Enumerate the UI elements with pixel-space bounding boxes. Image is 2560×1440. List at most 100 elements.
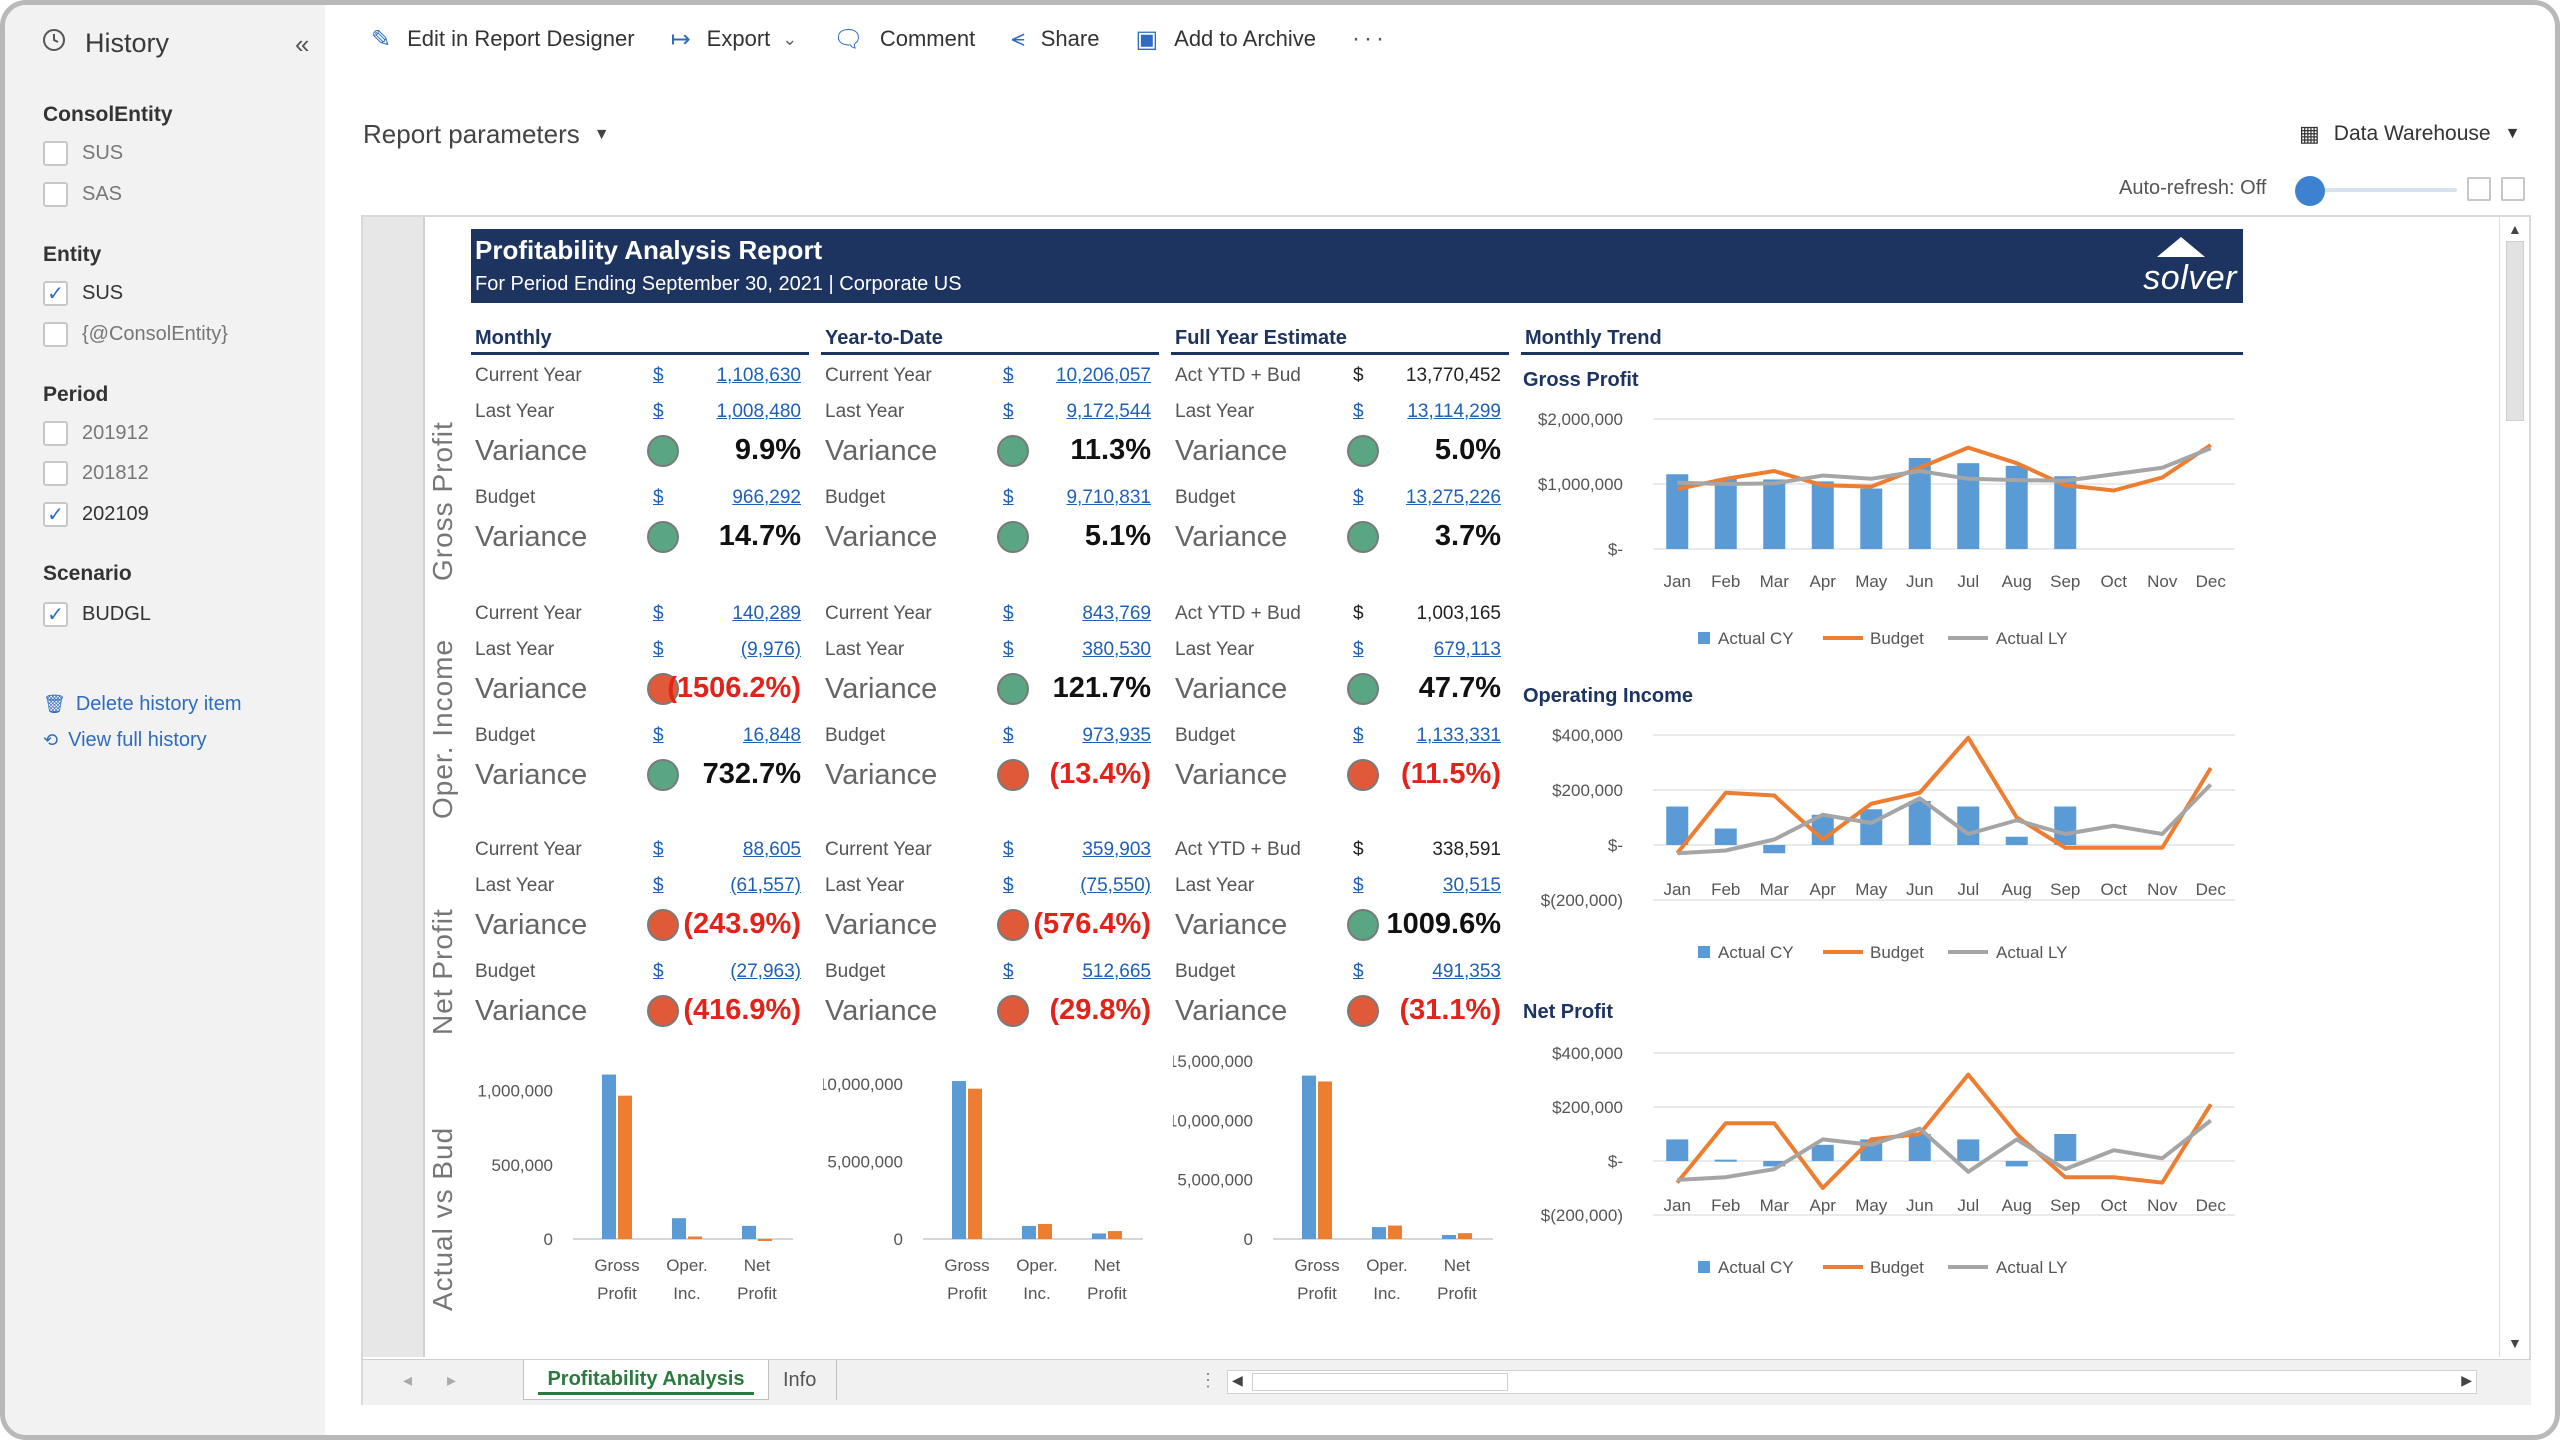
currency-symbol[interactable]: $ [1353, 487, 1364, 508]
currency-symbol[interactable]: $ [1353, 961, 1364, 982]
add-to-archive-button[interactable]: ▣ Add to Archive [1135, 25, 1316, 54]
data-source-dropdown[interactable]: ▦ Data Warehouse ▼ [2299, 121, 2520, 147]
report-parameters-toggle[interactable]: Report parameters ▼ [363, 119, 610, 150]
kpi-value-link[interactable]: 843,769 [1082, 603, 1151, 624]
checkbox-box[interactable] [43, 182, 68, 207]
checkbox-consolentity-sus[interactable]: SUS [43, 141, 123, 166]
kpi-value-link[interactable]: (9,976) [740, 639, 801, 660]
kpi-value-link[interactable]: 512,665 [1082, 961, 1151, 982]
kpi-value-link[interactable]: 359,903 [1082, 839, 1151, 860]
scroll-thumb[interactable] [2506, 241, 2524, 421]
scroll-down-icon[interactable]: ▼ [2508, 1335, 2522, 1351]
checkbox-checked[interactable]: ✓ [43, 602, 68, 627]
collapse-sidebar-icon[interactable]: « [295, 29, 310, 59]
kpi-value-link[interactable]: 491,353 [1432, 961, 1501, 982]
share-button[interactable]: ⪪ Share [1011, 25, 1099, 53]
kpi-value-link[interactable]: 9,172,544 [1066, 401, 1151, 422]
line-actual-ly [1677, 446, 2212, 486]
currency-symbol[interactable]: $ [1003, 875, 1014, 896]
kpi-value-link[interactable]: 30,515 [1442, 875, 1501, 896]
view-full-history-link[interactable]: ⟲ View full history [43, 729, 207, 752]
checkbox-scenario-budgl[interactable]: ✓ BUDGL [43, 602, 151, 627]
more-options-icon[interactable]: ··· [1352, 25, 1388, 52]
currency-symbol[interactable]: $ [653, 603, 664, 624]
kpi-value-link[interactable]: 140,289 [732, 603, 801, 624]
kpi-value-link[interactable]: 380,530 [1082, 639, 1151, 660]
currency-symbol[interactable]: $ [1353, 725, 1364, 746]
kpi-value-link[interactable]: (61,557) [730, 875, 801, 896]
tab-profitability-analysis[interactable]: Profitability Analysis [523, 1360, 769, 1400]
checkbox-entity-consolentity[interactable]: {@ConsolEntity} [43, 322, 228, 347]
currency-symbol[interactable]: $ [1003, 401, 1014, 422]
hscroll-thumb[interactable] [1252, 1373, 1508, 1391]
kpi-value-link[interactable]: 88,605 [742, 839, 801, 860]
checkbox-entity-sus[interactable]: ✓ SUS [43, 281, 123, 306]
currency-symbol[interactable]: $ [1003, 365, 1014, 386]
kpi-value-link[interactable]: 1,108,630 [716, 365, 801, 386]
checkbox-box[interactable] [43, 141, 68, 166]
y-tick-label: 0 [544, 1230, 553, 1249]
kpi-value-link[interactable]: 973,935 [1082, 725, 1151, 746]
status-good-icon [997, 521, 1029, 553]
currency-symbol[interactable]: $ [1353, 639, 1364, 660]
kpi-value-link[interactable]: 966,292 [732, 487, 801, 508]
kpi-value-link[interactable]: 9,710,831 [1066, 487, 1151, 508]
x-tick-label: Profit [597, 1284, 637, 1303]
checkbox-checked[interactable]: ✓ [43, 281, 68, 306]
auto-refresh-slider-knob[interactable] [2295, 176, 2325, 206]
delete-history-link[interactable]: 🗑 Delete history item [43, 693, 241, 716]
export-button[interactable]: ↦ Export ⌄ [671, 25, 798, 54]
kpi-value-link[interactable]: 16,848 [742, 725, 801, 746]
variance-label: Variance [1175, 673, 1288, 705]
auto-refresh-slider-track[interactable] [2297, 188, 2457, 192]
kpi-value-link[interactable]: 1,133,331 [1416, 725, 1501, 746]
currency-symbol[interactable]: $ [1003, 725, 1014, 746]
currency-symbol[interactable]: $ [653, 487, 664, 508]
checkbox-period-201912[interactable]: 201912 [43, 421, 149, 446]
checkbox-period-202109[interactable]: ✓ 202109 [43, 502, 149, 527]
grid-icon[interactable] [2501, 177, 2525, 201]
kpi-value-link[interactable]: (27,963) [730, 961, 801, 982]
tab-splitter-icon[interactable]: ⋮ [1199, 1370, 1217, 1390]
scroll-right-icon[interactable]: ▶ [2461, 1372, 2472, 1388]
kpi-value-link[interactable]: 13,114,299 [1407, 401, 1501, 422]
currency-symbol[interactable]: $ [653, 725, 664, 746]
currency-symbol[interactable]: $ [653, 401, 664, 422]
bar-actual [1442, 1234, 1456, 1239]
comment-button[interactable]: 🗨 Comment [833, 25, 975, 54]
currency-symbol[interactable]: $ [1353, 401, 1364, 422]
bar-actual-cy [1908, 1134, 1931, 1161]
currency-symbol[interactable]: $ [1003, 487, 1014, 508]
currency-symbol[interactable]: $ [1003, 603, 1014, 624]
currency-symbol[interactable]: $ [653, 639, 664, 660]
kpi-value-link[interactable]: 13,275,226 [1405, 487, 1501, 508]
edit-in-designer-button[interactable]: ✎ Edit in Report Designer [371, 25, 635, 54]
currency-symbol[interactable]: $ [653, 839, 664, 860]
expand-icon[interactable] [2467, 177, 2491, 201]
currency-symbol[interactable]: $ [653, 961, 664, 982]
checkbox-consolentity-sas[interactable]: SAS [43, 182, 122, 207]
checkbox-checked[interactable]: ✓ [43, 502, 68, 527]
currency-symbol[interactable]: $ [653, 365, 664, 386]
kpi-value-link[interactable]: 1,008,480 [716, 401, 801, 422]
kpi-line-label: Budget [825, 487, 886, 508]
tab-info[interactable]: Info [783, 1360, 838, 1400]
horizontal-scrollbar[interactable]: ◀ ▶ [1227, 1370, 2477, 1394]
currency-symbol[interactable]: $ [1353, 875, 1364, 896]
next-sheet-icon[interactable]: ▸ [447, 1370, 457, 1390]
checkbox-box[interactable] [43, 322, 68, 347]
scroll-left-icon[interactable]: ◀ [1232, 1372, 1243, 1388]
kpi-value-link[interactable]: 679,113 [1433, 639, 1501, 660]
vertical-scrollbar[interactable]: ▲ ▼ [2499, 217, 2529, 1357]
checkbox-box[interactable] [43, 421, 68, 446]
checkbox-box[interactable] [43, 461, 68, 486]
currency-symbol[interactable]: $ [1003, 839, 1014, 860]
checkbox-period-201812[interactable]: 201812 [43, 461, 149, 486]
currency-symbol[interactable]: $ [1003, 639, 1014, 660]
prev-sheet-icon[interactable]: ◂ [403, 1370, 413, 1390]
kpi-value-link[interactable]: (75,550) [1080, 875, 1151, 896]
currency-symbol[interactable]: $ [653, 875, 664, 896]
currency-symbol[interactable]: $ [1003, 961, 1014, 982]
scroll-up-icon[interactable]: ▲ [2508, 221, 2522, 237]
kpi-value-link[interactable]: 10,206,057 [1055, 365, 1151, 386]
